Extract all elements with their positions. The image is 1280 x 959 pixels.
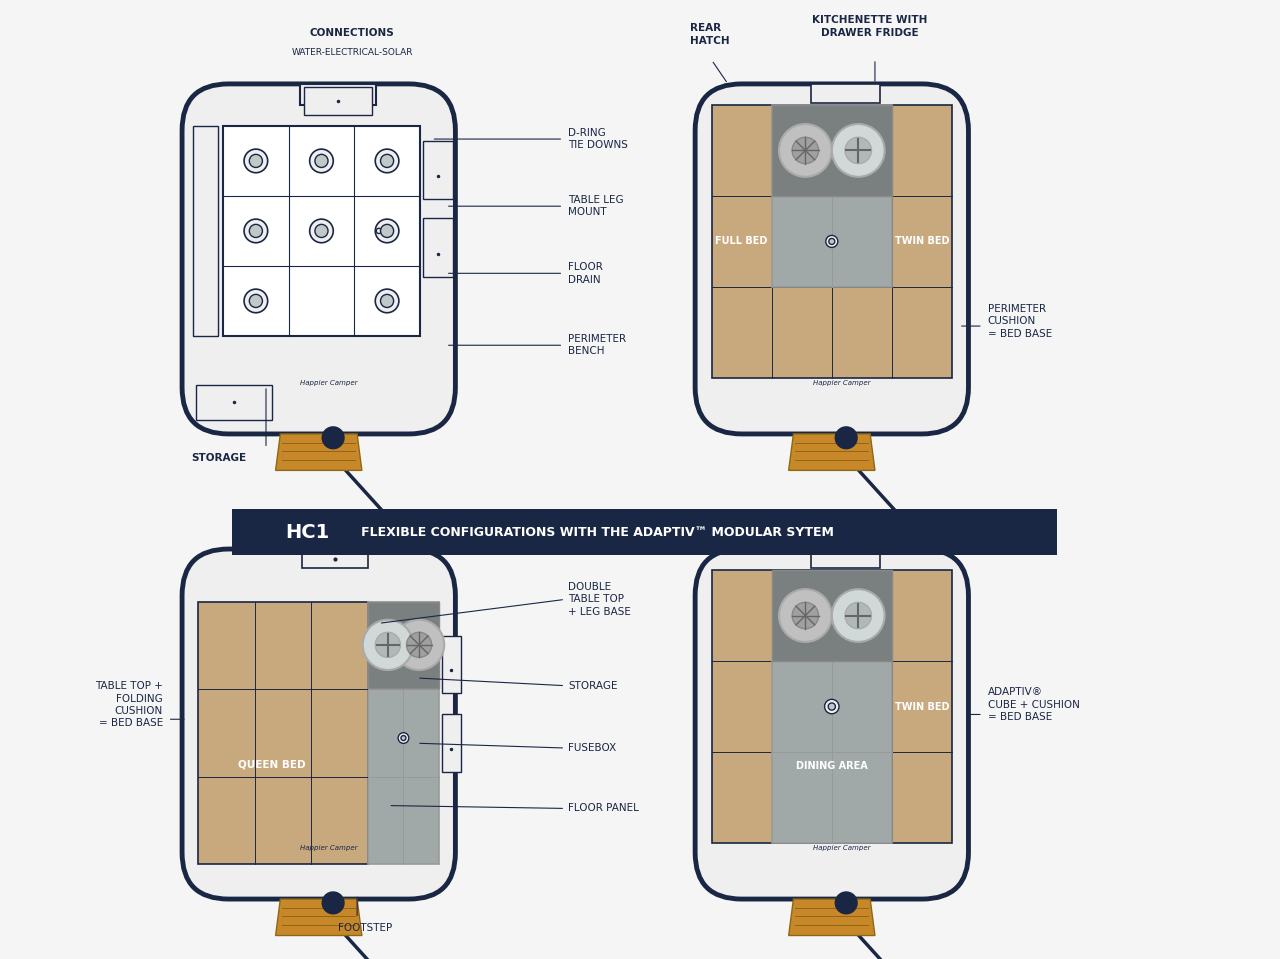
Text: PERIMETER
CUSHION
= BED BASE: PERIMETER CUSHION = BED BASE	[988, 304, 1052, 339]
Bar	[303, 87, 372, 115]
Text: FUSEBOX: FUSEBOX	[568, 743, 617, 753]
Circle shape	[380, 224, 394, 238]
Bar	[422, 141, 453, 199]
Text: STORAGE: STORAGE	[192, 454, 247, 463]
Bar	[772, 105, 892, 287]
Circle shape	[836, 892, 856, 913]
Text: FULL BED: FULL BED	[716, 237, 768, 246]
Bar	[198, 601, 367, 864]
Circle shape	[315, 224, 328, 238]
Polygon shape	[788, 433, 876, 471]
Text: HC1: HC1	[285, 523, 329, 542]
Circle shape	[394, 620, 444, 670]
Circle shape	[376, 228, 381, 234]
Text: FLOOR PANEL: FLOOR PANEL	[568, 804, 639, 813]
Bar	[772, 105, 892, 196]
Circle shape	[836, 428, 856, 448]
Bar	[196, 385, 273, 420]
FancyBboxPatch shape	[182, 84, 456, 433]
Text: FOOTSTEP: FOOTSTEP	[338, 923, 392, 933]
Circle shape	[824, 699, 838, 713]
Circle shape	[244, 219, 268, 243]
Text: CONNECTIONS: CONNECTIONS	[310, 28, 394, 37]
Circle shape	[375, 632, 401, 658]
Text: TABLE LEG
MOUNT: TABLE LEG MOUNT	[568, 195, 623, 218]
Circle shape	[828, 239, 835, 245]
Circle shape	[792, 137, 818, 164]
FancyBboxPatch shape	[695, 84, 969, 433]
Text: STORAGE: STORAGE	[568, 681, 617, 690]
Circle shape	[375, 219, 399, 243]
Circle shape	[398, 733, 408, 743]
Bar	[812, 84, 879, 104]
Circle shape	[244, 149, 268, 173]
Circle shape	[845, 137, 872, 164]
Circle shape	[832, 124, 884, 176]
Circle shape	[310, 219, 333, 243]
Bar	[300, 84, 376, 105]
Text: TWIN BED: TWIN BED	[895, 702, 950, 712]
Bar	[772, 661, 892, 843]
Circle shape	[407, 632, 431, 658]
Circle shape	[792, 602, 818, 629]
Text: ADAPTIV®
CUBE + CUSHION
= BED BASE: ADAPTIV® CUBE + CUSHION = BED BASE	[988, 688, 1079, 722]
FancyBboxPatch shape	[695, 549, 969, 900]
Circle shape	[375, 149, 399, 173]
Polygon shape	[275, 900, 362, 936]
Circle shape	[310, 149, 333, 173]
Bar	[422, 219, 453, 277]
Circle shape	[362, 620, 413, 670]
Bar	[442, 714, 461, 772]
Circle shape	[380, 294, 394, 308]
Text: Happier Camper: Happier Camper	[300, 380, 357, 386]
Text: QUEEN BED: QUEEN BED	[238, 760, 305, 769]
Text: FLEXIBLE CONFIGURATIONS WITH THE ADAPTIV™ MODULAR SYTEM: FLEXIBLE CONFIGURATIONS WITH THE ADAPTIV…	[347, 526, 833, 539]
Circle shape	[832, 589, 884, 642]
Bar	[712, 570, 952, 843]
Text: Happier Camper: Happier Camper	[813, 380, 870, 386]
Circle shape	[845, 602, 872, 629]
Bar	[812, 549, 879, 569]
Text: FLOOR
DRAIN: FLOOR DRAIN	[568, 262, 603, 285]
Text: TABLE TOP +
FOLDING
CUSHION
= BED BASE: TABLE TOP + FOLDING CUSHION = BED BASE	[95, 681, 163, 729]
Text: Happier Camper: Happier Camper	[813, 845, 870, 852]
Text: DOUBLE
TABLE TOP
+ LEG BASE: DOUBLE TABLE TOP + LEG BASE	[568, 582, 631, 617]
Circle shape	[244, 289, 268, 313]
Circle shape	[401, 736, 406, 740]
Circle shape	[250, 154, 262, 168]
Circle shape	[828, 703, 836, 711]
Polygon shape	[788, 900, 876, 936]
Text: WATER-ELECTRICAL-SOLAR: WATER-ELECTRICAL-SOLAR	[292, 48, 413, 58]
Text: Happier Camper: Happier Camper	[300, 845, 357, 852]
Circle shape	[380, 154, 394, 168]
Circle shape	[323, 428, 343, 448]
Bar	[712, 105, 952, 378]
Circle shape	[315, 154, 328, 168]
Polygon shape	[275, 433, 362, 471]
FancyBboxPatch shape	[182, 549, 456, 900]
Circle shape	[826, 235, 838, 247]
Circle shape	[250, 224, 262, 238]
Text: D-RING
TIE DOWNS: D-RING TIE DOWNS	[568, 128, 628, 151]
Circle shape	[780, 589, 832, 642]
Text: TWIN BED: TWIN BED	[895, 237, 950, 246]
Bar	[442, 636, 461, 693]
Circle shape	[250, 294, 262, 308]
Circle shape	[780, 124, 832, 176]
Bar	[367, 601, 439, 864]
Text: DINING AREA: DINING AREA	[796, 760, 868, 771]
Bar	[302, 549, 367, 569]
Bar	[193, 126, 218, 336]
Bar	[772, 570, 892, 661]
Bar	[233, 509, 1057, 555]
Bar	[223, 126, 420, 336]
Circle shape	[323, 892, 343, 913]
Circle shape	[375, 289, 399, 313]
Text: PERIMETER
BENCH: PERIMETER BENCH	[568, 334, 626, 357]
Text: KITCHENETTE WITH
DRAWER FRIDGE: KITCHENETTE WITH DRAWER FRIDGE	[813, 15, 928, 37]
Bar	[367, 601, 439, 689]
Text: REAR
HATCH: REAR HATCH	[690, 23, 730, 45]
